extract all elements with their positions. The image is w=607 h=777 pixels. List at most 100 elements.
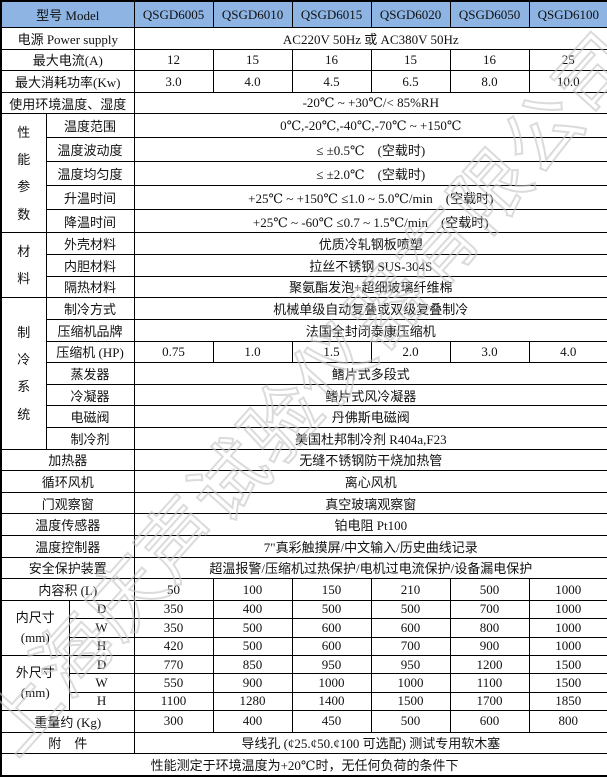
row-label: 加热器 [0,448,135,472]
cell-value: 1850 [528,691,607,711]
row-value: 7"真彩触摸屏/中文输入/历史曲线记录 [133,534,607,558]
table-row: 最大电流(A) 12 15 16 15 16 25 [0,48,607,72]
row-label: 隔热材料 [45,275,135,299]
table-row: H 1100 1280 1400 1500 1700 1850 [1,691,607,711]
cell-value: 700 [449,599,530,620]
cell-value: 150 [291,578,372,601]
row-label: 电源 Power supply [0,27,135,50]
table-row: 电磁阀 丹佛斯电磁阀 [1,405,607,428]
row-label: 制冷剂 [45,426,135,450]
model-header-label: 型号 Model [0,0,135,28]
row-value: 鳍片式风冷凝器 [133,383,607,407]
row-label: 使用环境温度、湿度 [0,91,135,115]
cell-value: 800 [449,618,530,638]
group-label-materials: 材料 [0,232,47,299]
model-name: QSGD6010 [212,0,293,28]
cell-value: 550 [133,673,214,693]
row-label: 外壳材料 [45,232,135,256]
row-label: 温度控制器 [0,534,135,558]
cell-value: 4.5 [291,70,372,93]
row-label: 温度范围 [45,113,135,139]
table-row: 安全保护装置 超温报警/压缩机过热保护/电机过电流保护/设备漏电保护 [0,556,607,580]
cell-value: 770 [133,654,214,675]
cell-value: 1500 [528,654,607,675]
cell-value: 900 [449,636,530,656]
cell-value: 1000 [528,618,607,638]
cell-value: 400 [212,709,293,733]
row-label: 制冷方式 [45,297,135,320]
table-row: W 350 500 600 600 800 1000 [1,618,607,638]
cell-value: 500 [449,578,530,601]
cell-value: 15 [370,48,451,72]
cell-value: 25 [528,48,607,72]
footnote-row: 性能测定于环境温度为+20℃时，无任何负荷的条件下 [0,753,607,777]
row-value: +25℃ ~ +150℃ ≤1.0 ~ 5.0℃/min (空载时) [133,184,607,210]
cell-value: 450 [291,709,372,733]
row-label: 内容积 (L) [0,578,135,601]
row-label: W [68,673,135,693]
cell-value: 600 [449,709,530,733]
cell-value: 1000 [528,599,607,620]
row-value: 聚氨酯发泡+超细玻璃纤维棉 [133,275,607,299]
cell-value: 1000 [291,673,372,693]
table-row: 重量约 (Kg) 300 400 450 500 600 800 [0,709,607,733]
row-label: 冷凝器 [45,383,135,407]
cell-value: 600 [291,636,372,656]
row-label: H [68,636,135,656]
cell-value: 4.0 [528,340,607,364]
table-row: 制冷剂 美国杜邦制冷剂 R404a,F23 [1,426,607,450]
cell-value: 1700 [449,691,530,711]
row-label: 内胆材料 [45,254,135,277]
row-value: 法国全封闭泰康压缩机 [133,318,607,342]
cell-value: 16 [449,48,530,72]
row-label: 电磁阀 [45,405,135,428]
row-label: D [68,654,135,675]
row-value: 真空玻璃观察窗 [133,491,607,515]
cell-value: 350 [133,599,214,620]
row-label: 降温时间 [45,208,135,234]
row-value: +25℃ ~ -60℃ ≤0.7 ~ 1.5℃/min (空载时) [133,208,607,234]
cell-value: 1500 [370,691,451,711]
row-label: W [68,618,135,638]
cell-value: 210 [370,578,451,601]
cell-value: 10.0 [528,70,607,93]
cell-value: 12 [133,48,214,72]
cell-value: 1200 [449,654,530,675]
table-row: 冷凝器 鳍片式风冷凝器 [1,383,607,407]
row-label: 重量约 (Kg) [0,709,135,733]
model-name: QSGD6020 [370,0,451,28]
table-row: 电源 Power supply AC220V 50Hz 或 AC380V 50H… [0,27,607,50]
cell-value: 1.5 [291,340,372,364]
row-value: 鳍片式多段式 [133,362,607,385]
group-label-inner-size: 内尺寸 (mm) [0,599,70,656]
row-label: 最大电流(A) [0,48,135,72]
cell-value: 8.0 [449,70,530,93]
model-name: QSGD6015 [291,0,372,28]
cell-value: 6.5 [370,70,451,93]
table-row: 压缩机品牌 法国全封闭泰康压缩机 [1,318,607,342]
table-row: 外尺寸 (mm) D 770 850 950 950 1200 1500 [0,654,607,711]
row-value: 美国杜邦制冷剂 R404a,F23 [133,426,607,450]
row-label: 压缩机品牌 [45,318,135,342]
table-row: 加热器 无缝不锈钢防干烧加热管 [0,448,607,472]
table-row: 内容积 (L) 50 100 150 210 500 1000 [0,578,607,601]
cell-value: 800 [528,709,607,733]
table-row: 蒸发器 鳍片式多段式 [1,362,607,385]
table-row: 温度均匀度 ≤ ±2.0℃ (空载时) [1,161,607,186]
cell-value: 400 [212,599,293,620]
cell-value: 16 [291,48,372,72]
row-label: 温度均匀度 [45,161,135,186]
row-value: 离心风机 [133,470,607,493]
table-row: W 550 900 1000 1000 1100 1500 [1,673,607,693]
cell-value: 50 [133,578,214,601]
cell-value: 600 [370,618,451,638]
cell-value: 15 [212,48,293,72]
table-row: 隔热材料 聚氨酯发泡+超细玻璃纤维棉 [1,275,607,299]
row-label: 门观察窗 [0,491,135,515]
cell-value: 1400 [291,691,372,711]
table-row: 附 件 导线孔 (¢25.¢50.¢100 可选配) 测试专用软木塞 [0,731,607,755]
row-label: 最大消耗功率(Kw) [0,70,135,93]
row-label: 升温时间 [45,184,135,210]
cell-value: 900 [212,673,293,693]
cell-value: 1500 [528,673,607,693]
